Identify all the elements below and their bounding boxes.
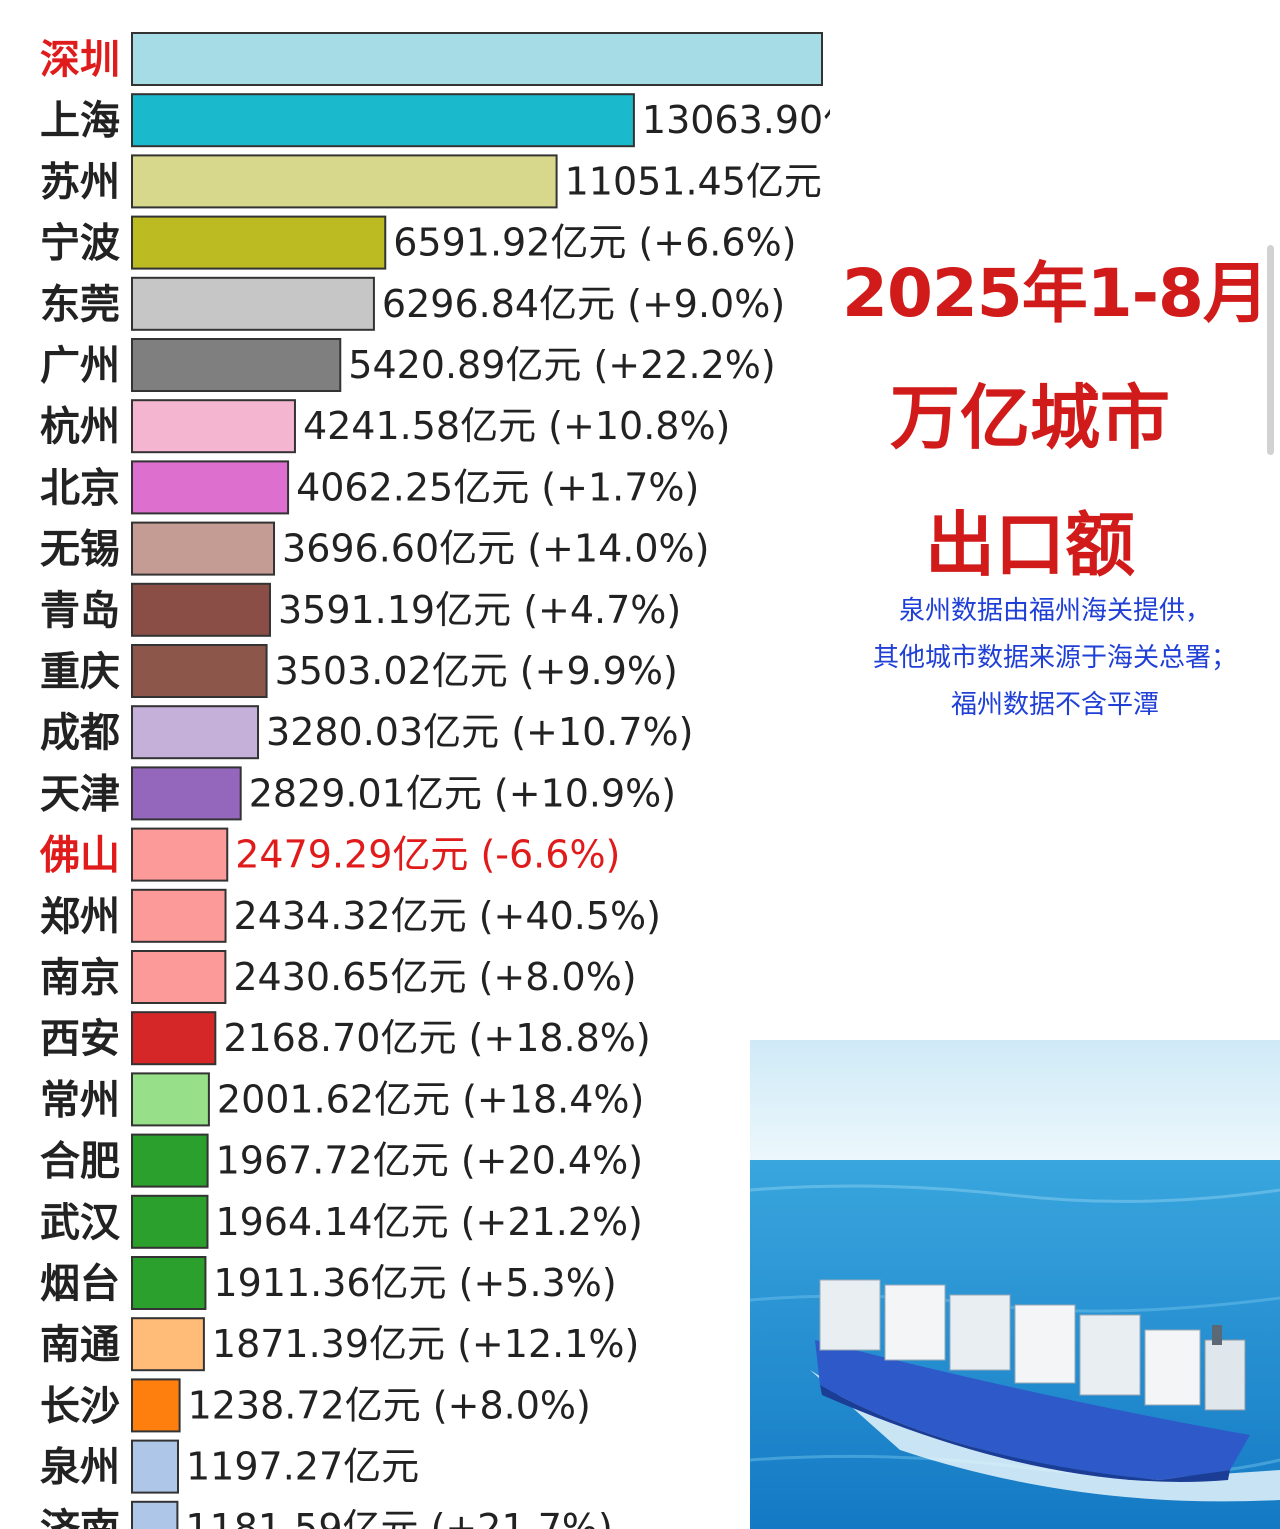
bar xyxy=(131,1317,205,1372)
value-label: 3591.19亿元 (+4.7%) xyxy=(278,588,681,632)
category-label: 重庆 xyxy=(40,649,120,695)
source-note-line-2: 其他城市数据来源于海关总署； xyxy=(872,643,1237,673)
value-label: 2430.65亿元 (+8.0%) xyxy=(233,955,636,999)
value-label: 2829.01亿元 (+10.9%) xyxy=(249,771,676,815)
value-label: 2001.62亿元 (+18.4%) xyxy=(217,1077,644,1121)
value-label: 1967.72亿元 (+20.4%) xyxy=(216,1139,643,1183)
category-label: 无锡 xyxy=(40,527,120,573)
value-label: 6591.92亿元 (+6.6%) xyxy=(393,221,796,265)
bar xyxy=(131,644,268,698)
bar xyxy=(131,521,276,576)
source-note-line-1: 泉州数据由福州海关提供， xyxy=(898,596,1211,626)
value-label: 4241.58亿元 (+10.8%) xyxy=(303,404,730,448)
bar xyxy=(131,888,227,943)
category-label: 青岛 xyxy=(40,588,120,634)
category-label: 深圳 xyxy=(40,37,120,83)
value-label: 2168.70亿元 (+18.8%) xyxy=(223,1016,650,1060)
category-label: 武汉 xyxy=(40,1200,121,1246)
bar xyxy=(131,1194,209,1249)
value-label: 11051.45亿元 (+7.1%) xyxy=(565,159,830,203)
container-ship-photo xyxy=(750,1040,1280,1529)
bar xyxy=(131,215,387,270)
category-label: 广州 xyxy=(40,343,120,389)
value-label: 1238.72亿元 (+8.0%) xyxy=(188,1383,591,1427)
category-label: 合肥 xyxy=(40,1139,120,1185)
value-label: 4062.25亿元 (+1.7%) xyxy=(296,465,699,509)
value-label: 13063.90亿元 (+11.6%) xyxy=(642,98,830,142)
source-note: 泉州数据由福州海关提供， 其他城市数据来源于海关总署； 福州数据不含平潭 xyxy=(830,588,1280,729)
category-label: 上海 xyxy=(40,98,120,144)
value-label: 2479.29亿元 (-6.6%) xyxy=(235,833,620,877)
category-label: 成都 xyxy=(40,710,120,756)
bar xyxy=(131,1439,179,1494)
category-label: 常州 xyxy=(40,1077,120,1123)
category-label: 烟台 xyxy=(40,1261,120,1307)
category-label: 西安 xyxy=(40,1016,120,1062)
value-label: 1911.36亿元 (+5.3%) xyxy=(213,1261,616,1305)
bar xyxy=(131,1500,179,1529)
container-ship-illustration xyxy=(750,1040,1280,1529)
category-label: 佛山 xyxy=(39,833,120,879)
bar xyxy=(131,705,260,760)
value-label: 1197.27亿元 xyxy=(186,1445,419,1489)
category-label: 长沙 xyxy=(40,1383,120,1429)
category-label: 宁波 xyxy=(40,221,120,267)
value-label: 3280.03亿元 (+10.7%) xyxy=(266,710,693,754)
chart-title: 2025年1-8月 xyxy=(842,255,1269,332)
category-label: 南京 xyxy=(40,955,120,1001)
bar xyxy=(131,1378,181,1433)
category-label: 苏州 xyxy=(40,159,120,205)
category-label: 泉州 xyxy=(40,1445,120,1491)
category-label: 北京 xyxy=(40,465,120,511)
value-label: 6296.84亿元 (+9.0%) xyxy=(382,282,785,326)
value-label: 5420.89亿元 (+22.2%) xyxy=(348,343,775,387)
value-label: 2434.32亿元 (+40.5%) xyxy=(234,894,661,938)
bar xyxy=(131,827,229,882)
value-label: 1871.39亿元 (+12.1%) xyxy=(212,1322,639,1366)
chart-subtitle-line-2: 出口额 xyxy=(925,504,1135,586)
title-block: 2025年1-8月 万亿城市 出口额 xyxy=(820,240,1280,590)
bar xyxy=(131,399,296,454)
bar xyxy=(131,93,635,148)
bar xyxy=(131,1072,210,1127)
bar xyxy=(131,766,242,821)
chart-subtitle-line-1: 万亿城市 xyxy=(890,377,1170,459)
bar xyxy=(131,460,290,515)
bar xyxy=(131,1256,207,1310)
scrollbar[interactable] xyxy=(1267,245,1274,455)
bar xyxy=(131,1011,217,1066)
value-label: 1181.59亿元 (+21.7%) xyxy=(185,1506,612,1529)
bar xyxy=(131,154,558,209)
value-label: 1964.14亿元 (+21.2%) xyxy=(215,1200,642,1244)
category-label: 杭州 xyxy=(40,404,120,450)
category-label: 天津 xyxy=(40,771,120,817)
value-label: 3696.60亿元 (+14.0%) xyxy=(282,527,709,571)
category-label: 济南 xyxy=(40,1506,120,1529)
bar xyxy=(131,1133,209,1188)
bar xyxy=(131,338,342,392)
bar xyxy=(131,582,271,637)
category-label: 郑州 xyxy=(40,894,120,940)
source-note-line-3: 福州数据不含平潭 xyxy=(950,690,1159,720)
value-label: 3503.02亿元 (+9.9%) xyxy=(275,649,678,693)
category-label: 南通 xyxy=(40,1322,120,1368)
bar xyxy=(131,276,375,331)
bar xyxy=(131,32,823,86)
bar xyxy=(131,950,227,1004)
category-label: 东莞 xyxy=(40,282,120,328)
